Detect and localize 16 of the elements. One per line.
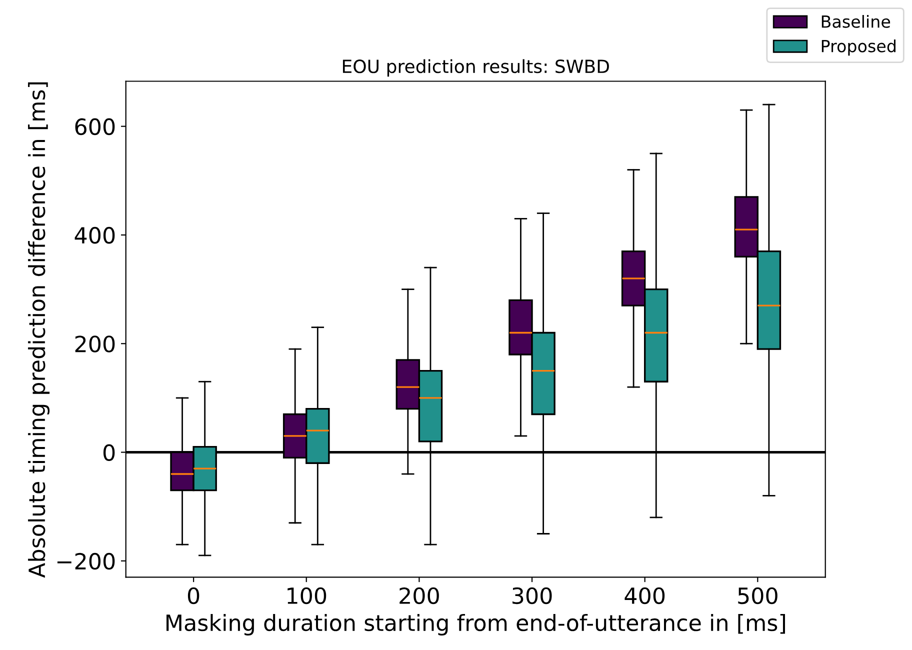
legend-label: Proposed — [822, 39, 896, 56]
y-tick-label: −200 — [57, 552, 115, 570]
x-tick-label: 0 — [188, 587, 200, 604]
x-tick-label: 300 — [512, 587, 552, 604]
x-tick-label: 200 — [400, 587, 439, 604]
y-tick-label: 400 — [74, 226, 115, 244]
x-tick-label: 500 — [738, 587, 778, 604]
x-tick-label: 400 — [624, 587, 665, 604]
legend-label: Baseline — [822, 15, 890, 28]
chart-title: EOU prediction results: SWBD — [342, 59, 609, 77]
y-axis-title: Absolute timing prediction difference in [ms] — [28, 82, 50, 578]
x-tick-label: 100 — [288, 587, 326, 604]
x-axis-title: Masking duration starting from end-of-utterance in [ms] — [166, 614, 785, 636]
y-tick-label: 600 — [75, 118, 115, 136]
y-tick-label: 0 — [103, 444, 115, 462]
y-tick-label: 200 — [75, 336, 115, 352]
